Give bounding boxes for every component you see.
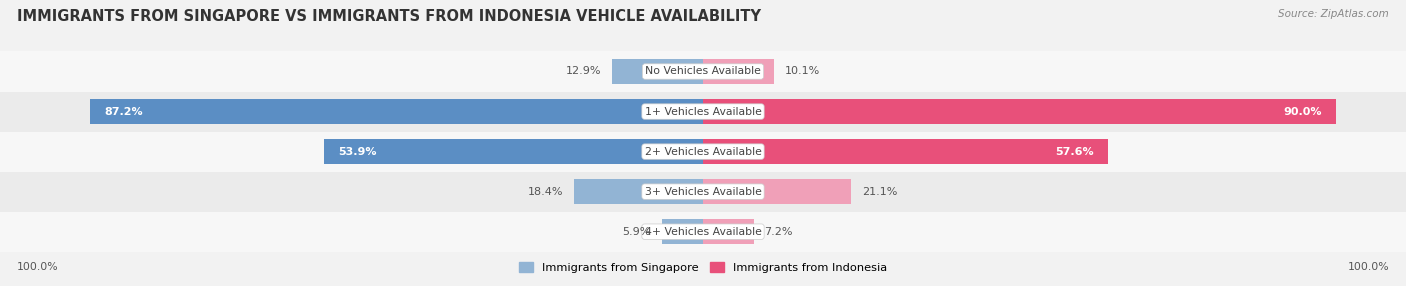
Bar <box>0 132 1406 172</box>
Text: 53.9%: 53.9% <box>337 147 377 156</box>
Bar <box>703 59 775 84</box>
Text: IMMIGRANTS FROM SINGAPORE VS IMMIGRANTS FROM INDONESIA VEHICLE AVAILABILITY: IMMIGRANTS FROM SINGAPORE VS IMMIGRANTS … <box>17 9 761 23</box>
Bar <box>703 99 1336 124</box>
Text: 4+ Vehicles Available: 4+ Vehicles Available <box>644 227 762 237</box>
Text: 90.0%: 90.0% <box>1284 107 1322 116</box>
Text: Source: ZipAtlas.com: Source: ZipAtlas.com <box>1278 9 1389 19</box>
Text: 2+ Vehicles Available: 2+ Vehicles Available <box>644 147 762 156</box>
Text: 57.6%: 57.6% <box>1056 147 1094 156</box>
Text: 7.2%: 7.2% <box>765 227 793 237</box>
Bar <box>613 59 703 84</box>
Bar <box>0 51 1406 92</box>
Text: No Vehicles Available: No Vehicles Available <box>645 67 761 76</box>
Bar <box>0 172 1406 212</box>
Bar <box>574 179 703 204</box>
Text: 12.9%: 12.9% <box>567 67 602 76</box>
Text: 10.1%: 10.1% <box>785 67 820 76</box>
Text: 3+ Vehicles Available: 3+ Vehicles Available <box>644 187 762 196</box>
Text: 18.4%: 18.4% <box>527 187 564 196</box>
Bar <box>0 212 1406 252</box>
Bar <box>323 139 703 164</box>
Text: 100.0%: 100.0% <box>1347 262 1389 272</box>
Bar <box>703 179 852 204</box>
Text: 5.9%: 5.9% <box>623 227 651 237</box>
Bar <box>703 139 1108 164</box>
Legend: Immigrants from Singapore, Immigrants from Indonesia: Immigrants from Singapore, Immigrants fr… <box>515 258 891 277</box>
Text: 100.0%: 100.0% <box>17 262 59 272</box>
Bar <box>90 99 703 124</box>
Text: 1+ Vehicles Available: 1+ Vehicles Available <box>644 107 762 116</box>
Bar <box>703 219 754 244</box>
Bar <box>662 219 703 244</box>
Bar <box>0 92 1406 132</box>
Text: 21.1%: 21.1% <box>862 187 897 196</box>
Text: 87.2%: 87.2% <box>104 107 142 116</box>
